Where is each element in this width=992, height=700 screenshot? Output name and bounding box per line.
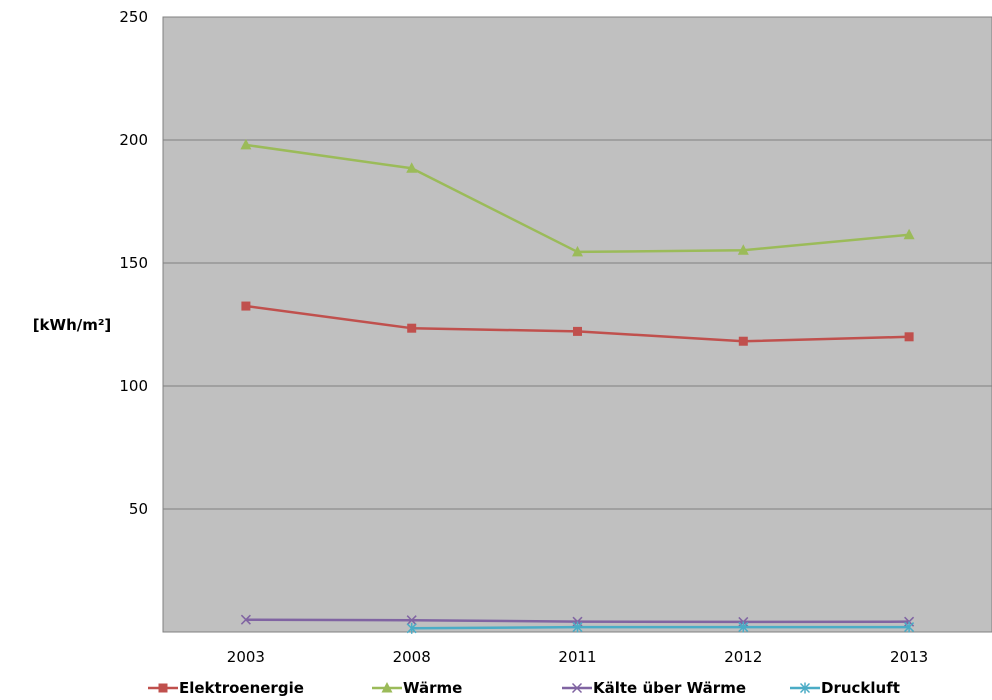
data-point bbox=[406, 622, 417, 634]
data-point bbox=[903, 228, 915, 240]
data-point bbox=[738, 336, 748, 346]
x-axis-ticks: 2003 2008 2011 2012 2013 bbox=[227, 648, 928, 666]
series-line bbox=[411, 625, 910, 630]
legend-item: Wärme bbox=[372, 679, 462, 697]
plot-area bbox=[162, 16, 992, 633]
data-point bbox=[240, 614, 251, 625]
gridlines bbox=[163, 139, 992, 510]
series-3 bbox=[406, 621, 915, 634]
y-tick-label: 100 bbox=[119, 377, 148, 395]
data-point bbox=[738, 621, 749, 633]
legend-item: Druckluft bbox=[790, 679, 900, 697]
y-axis-label: [kWh/m²] bbox=[33, 316, 112, 334]
legend-marker bbox=[381, 682, 393, 693]
y-tick-label: 50 bbox=[129, 500, 148, 518]
data-point bbox=[241, 301, 251, 311]
legend-marker bbox=[571, 682, 583, 694]
data-point bbox=[904, 621, 915, 633]
data-point bbox=[406, 615, 417, 626]
x-tick-label: 2008 bbox=[393, 648, 431, 666]
data-point bbox=[572, 621, 583, 633]
legend-item: Kälte über Wärme bbox=[562, 679, 746, 697]
x-tick-label: 2013 bbox=[890, 648, 928, 666]
y-axis-ticks: 250 200 150 100 50 bbox=[119, 8, 148, 518]
data-point bbox=[904, 332, 914, 342]
data-point bbox=[406, 162, 418, 173]
data-point bbox=[573, 326, 582, 336]
legend-label: Elektroenergie bbox=[179, 679, 304, 697]
x-tick-label: 2012 bbox=[724, 648, 762, 666]
legend-label: Druckluft bbox=[821, 679, 900, 697]
series-1 bbox=[240, 138, 915, 257]
legend-marker bbox=[799, 682, 811, 694]
legend-label: Wärme bbox=[403, 679, 462, 697]
legend: Elektroenergie Wärme Kälte über Wärme Druck… bbox=[148, 679, 900, 697]
legend-item: Elektroenergie bbox=[148, 679, 304, 697]
y-tick-label: 200 bbox=[119, 131, 148, 149]
x-tick-label: 2011 bbox=[558, 648, 596, 666]
y-tick-label: 150 bbox=[119, 254, 148, 272]
y-tick-label: 250 bbox=[119, 8, 148, 26]
data-point bbox=[407, 323, 417, 333]
legend-label: Kälte über Wärme bbox=[593, 679, 746, 697]
x-tick-label: 2003 bbox=[227, 648, 265, 666]
legend-marker bbox=[158, 683, 168, 693]
series-group bbox=[240, 138, 915, 634]
data-point bbox=[240, 138, 252, 150]
data-point bbox=[737, 244, 749, 255]
series-0 bbox=[241, 301, 914, 346]
data-point bbox=[572, 245, 583, 257]
